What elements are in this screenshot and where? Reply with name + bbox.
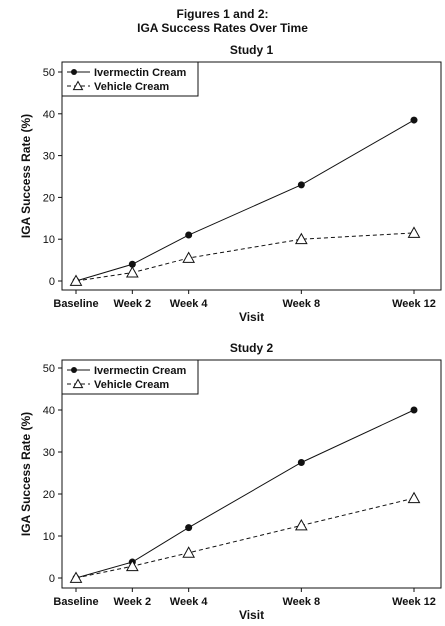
plot-frame [61, 359, 442, 589]
x-tick-label: Week 8 [282, 298, 320, 310]
data-point-ivermectin [297, 459, 305, 466]
legend-marker-circle [71, 367, 77, 373]
x-tick-label: Week 4 [170, 298, 209, 310]
y-tick-label: 10 [43, 234, 55, 246]
series-line-ivermectin [75, 409, 415, 579]
study-2-chart: Study 2 0 10 20 30 40 50 Baseline Week 2 Week 4 We… [19, 341, 442, 622]
data-point-vehicle [182, 251, 196, 263]
figure-title-line-1: Figures 1 and 2: [176, 7, 269, 21]
data-point-vehicle [182, 546, 196, 558]
data-point-ivermectin [185, 231, 193, 239]
legend-label: Vehicle Cream [94, 81, 169, 93]
x-tick-label: Week 4 [170, 596, 209, 608]
y-tick-label: 40 [43, 109, 55, 121]
y-tick-label: 50 [43, 67, 55, 79]
series-line-vehicle [75, 497, 415, 579]
legend-marker-triangle [72, 80, 84, 91]
x-tick-label: Baseline [53, 596, 98, 608]
data-point-vehicle [407, 226, 421, 238]
data-point-ivermectin [410, 116, 418, 124]
x-tick-label: Week 12 [392, 596, 436, 608]
legend-label: Vehicle Cream [94, 379, 169, 391]
y-axis-label: IGA Success Rate (%) [19, 412, 33, 536]
y-tick-label: 30 [43, 151, 55, 163]
legend-marker-triangle [72, 378, 84, 389]
x-tick-label: Week 8 [282, 596, 320, 608]
x-axis-label: Visit [239, 310, 264, 324]
data-point-vehicle [407, 491, 421, 504]
y-axis-label: IGA Success Rate (%) [19, 114, 33, 238]
study-1-chart: Study 1 0 10 20 30 40 50 Baseline Week 2 Week 4 We… [19, 43, 442, 324]
y-tick-label: 0 [49, 276, 55, 288]
y-tick-label: 0 [49, 573, 55, 585]
series-line-ivermectin [75, 119, 415, 282]
data-point-vehicle [125, 266, 139, 278]
data-point-ivermectin [185, 524, 193, 532]
y-tick-label: 50 [43, 363, 55, 375]
x-axis-label: Visit [239, 608, 264, 622]
figure-title-line-2: IGA Success Rates Over Time [137, 21, 308, 35]
legend-marker-circle [71, 69, 77, 75]
data-point-vehicle [294, 518, 308, 531]
data-point-ivermectin [297, 181, 305, 189]
data-point-vehicle [294, 232, 308, 245]
y-tick-label: 10 [43, 531, 55, 543]
legend-label: Ivermectin Cream [94, 365, 187, 377]
data-point-ivermectin [128, 260, 136, 268]
y-tick-label: 40 [43, 405, 55, 417]
chart-title: Study 1 [230, 43, 274, 57]
legend-label: Ivermectin Cream [94, 67, 187, 79]
legend-box [61, 61, 199, 97]
chart-title: Study 2 [230, 341, 274, 355]
chart-legend: Ivermectin Cream Vehicle Cream [61, 61, 199, 97]
legend-box [61, 359, 199, 395]
plot-frame [61, 61, 442, 291]
x-tick-label: Week 12 [392, 298, 436, 310]
data-point-vehicle [125, 559, 139, 572]
y-tick-label: 20 [43, 489, 55, 501]
y-tick-label: 20 [43, 192, 55, 204]
data-point-vehicle [69, 274, 83, 286]
x-tick-label: Week 2 [113, 298, 151, 310]
y-tick-label: 30 [43, 447, 55, 459]
data-point-ivermectin [410, 406, 418, 414]
data-point-vehicle [69, 571, 83, 583]
series-line-vehicle [75, 232, 415, 282]
chart-legend: Ivermectin Cream Vehicle Cream [61, 359, 199, 395]
x-tick-label: Baseline [53, 298, 98, 310]
x-tick-label: Week 2 [113, 596, 151, 608]
